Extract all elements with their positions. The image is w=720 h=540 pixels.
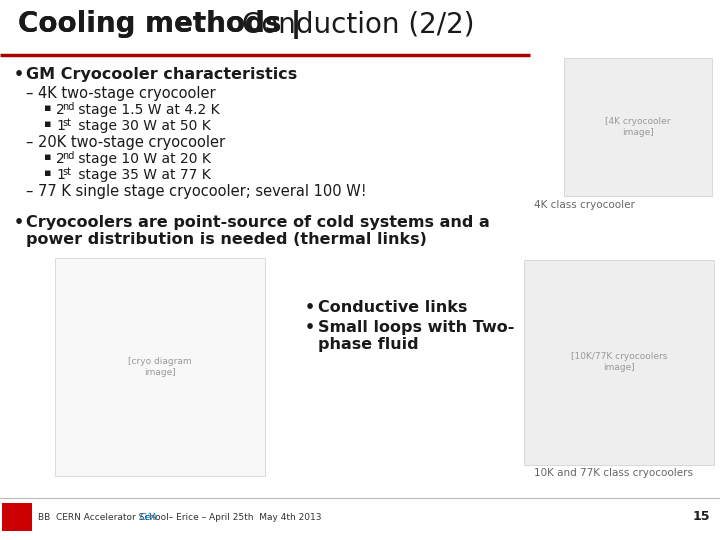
Text: – 20K two-stage cryocooler: – 20K two-stage cryocooler (26, 135, 225, 150)
Text: Small loops with Two-: Small loops with Two- (318, 320, 514, 335)
Text: •: • (14, 67, 24, 82)
Text: – 4K two-stage cryocooler: – 4K two-stage cryocooler (26, 86, 215, 101)
Text: stage 35 W at 77 K: stage 35 W at 77 K (74, 168, 211, 182)
Bar (524, 260, 714, 465)
Text: BB  CERN Accelerator School: BB CERN Accelerator School (38, 512, 177, 522)
Text: Cooling methods |: Cooling methods | (18, 10, 311, 39)
Text: CéA: CéA (140, 512, 158, 522)
Text: – 77 K single stage cryocooler; several 100 W!: – 77 K single stage cryocooler; several … (26, 184, 366, 199)
Text: nd: nd (62, 102, 74, 112)
Text: stage 10 W at 20 K: stage 10 W at 20 K (74, 152, 211, 166)
Text: [10K/77K cryocoolers
image]: [10K/77K cryocoolers image] (571, 352, 667, 372)
Text: Conduction (2/2): Conduction (2/2) (242, 10, 474, 38)
Text: 1: 1 (56, 119, 65, 133)
Bar (2, 503, 32, 531)
Text: ▪: ▪ (44, 152, 52, 162)
Text: 15: 15 (693, 510, 710, 523)
Text: ▪: ▪ (44, 119, 52, 129)
Text: ▪: ▪ (44, 168, 52, 178)
Text: 2: 2 (56, 152, 65, 166)
Text: •: • (14, 215, 24, 230)
Text: 10K and 77K class cryocoolers: 10K and 77K class cryocoolers (534, 468, 693, 478)
Text: 4K class cryocooler: 4K class cryocooler (534, 200, 635, 210)
Text: ▪: ▪ (44, 103, 52, 113)
Text: nd: nd (62, 151, 74, 161)
Text: Cryocoolers are point-source of cold systems and a: Cryocoolers are point-source of cold sys… (26, 215, 490, 230)
Text: stage 30 W at 50 K: stage 30 W at 50 K (74, 119, 211, 133)
Text: 1: 1 (56, 168, 65, 182)
Text: [cryo diagram
image]: [cryo diagram image] (128, 357, 192, 377)
Text: Cooling methods |: Cooling methods | (18, 10, 311, 39)
Text: GM Cryocooler characteristics: GM Cryocooler characteristics (26, 67, 297, 82)
Text: 2: 2 (56, 103, 65, 117)
Text: st: st (62, 167, 71, 177)
Text: power distribution is needed (thermal links): power distribution is needed (thermal li… (26, 232, 427, 247)
Text: st: st (62, 118, 71, 128)
Bar (55, 258, 265, 476)
Text: stage 1.5 W at 4.2 K: stage 1.5 W at 4.2 K (74, 103, 220, 117)
Text: •: • (305, 320, 315, 335)
Text: Conductive links: Conductive links (318, 300, 467, 315)
Text: Cooling methods | Conduction (2/2): Cooling methods | Conduction (2/2) (18, 10, 512, 38)
Text: phase fluid: phase fluid (318, 337, 418, 352)
Text: •: • (305, 300, 315, 315)
Text: [4K cryocooler
image]: [4K cryocooler image] (606, 117, 671, 137)
Bar (564, 58, 712, 196)
Text: – Erice – April 25th  May 4th 2013: – Erice – April 25th May 4th 2013 (163, 512, 322, 522)
